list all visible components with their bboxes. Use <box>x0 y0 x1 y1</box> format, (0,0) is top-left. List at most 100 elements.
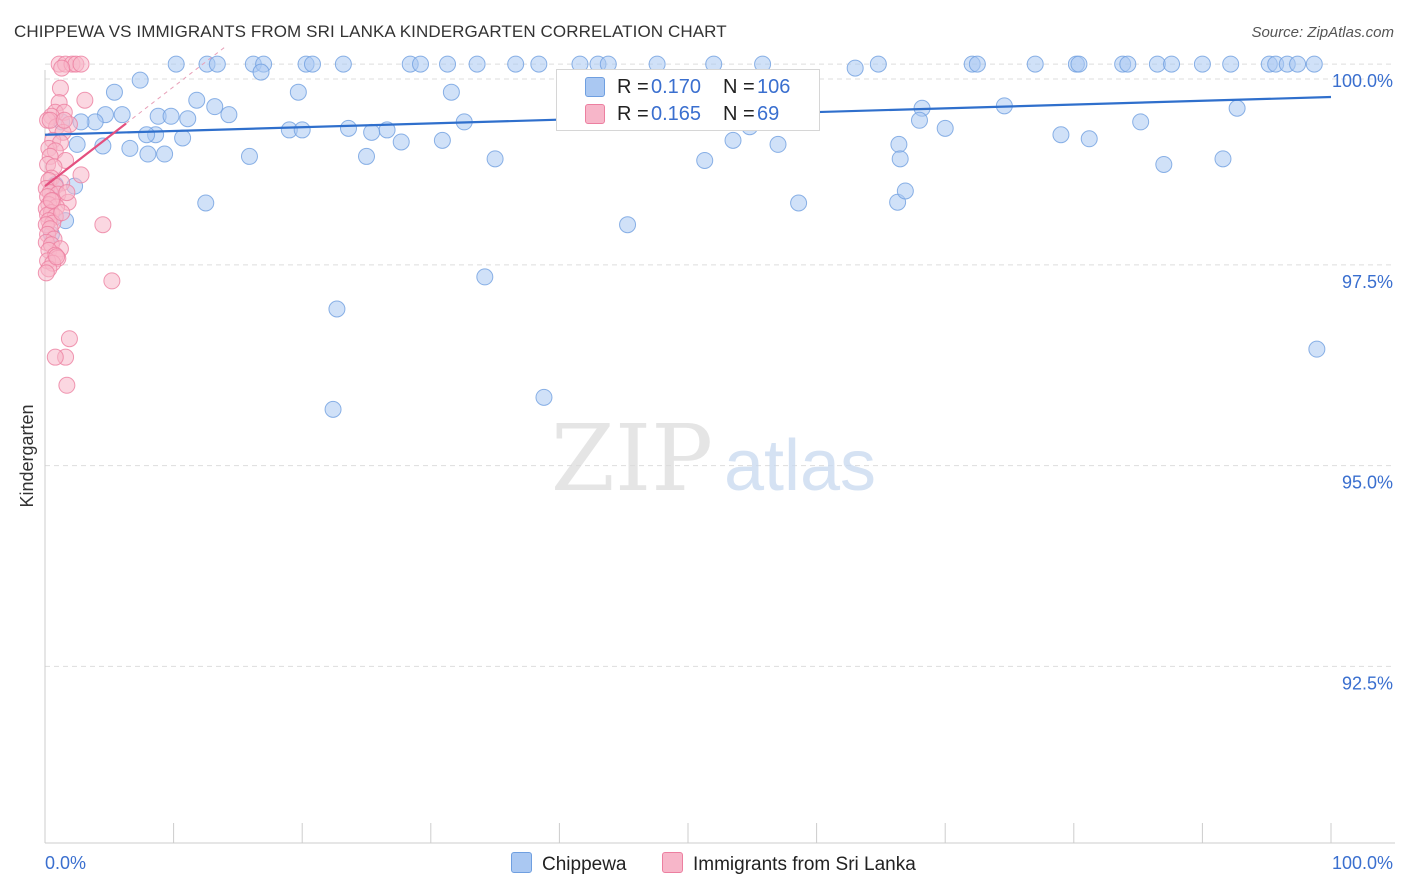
r-label: R = <box>617 103 649 125</box>
chippewa-point <box>363 123 381 141</box>
chippewa-point <box>138 126 156 144</box>
chippewa-point <box>174 129 192 147</box>
chippewa-point <box>1305 55 1323 73</box>
chippewa-point <box>790 194 808 212</box>
chippewa-point <box>476 268 494 286</box>
chippewa-point <box>468 55 486 73</box>
chippewa-point <box>1193 55 1211 73</box>
watermark-atlas: atlas <box>724 426 876 506</box>
srilanka-legend-swatch <box>662 852 683 873</box>
points-layer <box>37 55 1326 418</box>
srilanka-point <box>103 272 121 290</box>
srilanka-point <box>76 91 94 109</box>
r-value: 0.170 <box>651 76 702 98</box>
srilanka-swatch <box>585 104 605 124</box>
srilanka-point <box>42 192 60 210</box>
chippewa-point <box>252 63 270 81</box>
n-label: N = <box>723 76 755 98</box>
legend-item-srilanka[interactable]: Immigrants from Sri Lanka <box>662 852 916 876</box>
chippewa-point <box>94 137 112 155</box>
y-tick-label: 92.5% <box>1342 673 1393 693</box>
chippewa-point <box>220 106 238 124</box>
n-value: 69 <box>757 103 780 125</box>
srilanka-point <box>46 348 64 366</box>
chippewa-point <box>113 106 131 124</box>
chippewa-point <box>392 133 410 151</box>
chippewa-point <box>1214 150 1232 168</box>
chippewa-point <box>486 150 504 168</box>
srilanka-point <box>48 248 66 266</box>
chippewa-point <box>167 55 185 73</box>
chippewa-point <box>1026 55 1044 73</box>
legend-label-srilanka: Immigrants from Sri Lanka <box>693 854 916 875</box>
chippewa-point <box>334 55 352 73</box>
chippewa-point <box>896 182 914 200</box>
chippewa-point <box>86 113 104 131</box>
chippewa-point <box>724 131 742 149</box>
srilanka-point <box>72 166 90 184</box>
chippewa-point <box>910 111 928 129</box>
y-axis-label: Kindergarten <box>17 404 37 507</box>
chippewa-point <box>439 55 457 73</box>
chippewa-point <box>1148 55 1166 73</box>
chippewa-point <box>869 55 887 73</box>
chippewa-point <box>619 216 637 234</box>
legend-label-chippewa: Chippewa <box>542 854 627 875</box>
source-label: Source: ZipAtlas.com <box>1251 24 1394 41</box>
srilanka-point <box>58 184 76 202</box>
srilanka-point <box>51 79 69 97</box>
stats-row-chippewa: R = 0.170 N = 106 <box>557 74 819 101</box>
chippewa-point <box>289 83 307 101</box>
chippewa-point <box>206 98 224 116</box>
chippewa-point <box>105 83 123 101</box>
chart-title: CHIPPEWA VS IMMIGRANTS FROM SRI LANKA KI… <box>14 22 727 41</box>
chippewa-point <box>162 107 180 125</box>
chippewa-point <box>1289 55 1307 73</box>
stats-legend: R = 0.170 N = 106 R = 0.165 N = 69 <box>556 69 820 131</box>
y-tick-label: 100.0% <box>1332 71 1393 91</box>
watermark-zip: ZIP <box>551 405 713 512</box>
chippewa-point <box>891 150 909 168</box>
chippewa-point <box>769 135 787 153</box>
chippewa-point <box>1080 130 1098 148</box>
chippewa-point <box>324 400 342 418</box>
chippewa-point <box>1163 55 1181 73</box>
y-tick-label: 97.5% <box>1342 272 1393 292</box>
x-tick-label: 100.0% <box>1332 853 1393 873</box>
watermark: ZIP atlas <box>551 405 876 512</box>
srilanka-point <box>60 330 78 348</box>
srilanka-point <box>72 55 90 73</box>
chippewa-point <box>68 135 86 153</box>
chippewa-point <box>1132 113 1150 131</box>
chippewa-point <box>1222 55 1240 73</box>
chippewa-swatch <box>585 77 605 97</box>
chippewa-point <box>890 135 908 153</box>
chippewa-point <box>139 145 157 163</box>
y-tick-label: 95.0% <box>1342 473 1393 493</box>
r-value: 0.165 <box>651 103 702 125</box>
chippewa-point <box>358 147 375 165</box>
chippewa-point <box>156 145 174 163</box>
chippewa-point <box>968 55 986 73</box>
chippewa-point <box>328 300 346 318</box>
chippewa-point <box>936 119 954 137</box>
chippewa-point <box>846 59 864 77</box>
chippewa-point <box>1052 126 1070 144</box>
srilanka-trend-extension <box>125 46 226 124</box>
legend-item-chippewa[interactable]: Chippewa <box>511 852 627 876</box>
chippewa-point <box>121 139 139 157</box>
srilanka-trendline <box>44 122 127 188</box>
chippewa-point <box>240 147 258 165</box>
chippewa-point <box>1228 99 1246 117</box>
chippewa-point <box>208 55 226 73</box>
chippewa-point <box>412 55 430 73</box>
srilanka-point <box>37 264 55 282</box>
srilanka-point <box>55 111 73 129</box>
chippewa-point <box>303 55 321 73</box>
r-label: R = <box>617 76 649 98</box>
chippewa-point <box>442 83 460 101</box>
chippewa-point <box>1308 340 1326 358</box>
chippewa-point <box>188 91 206 109</box>
chippewa-point <box>197 194 215 212</box>
